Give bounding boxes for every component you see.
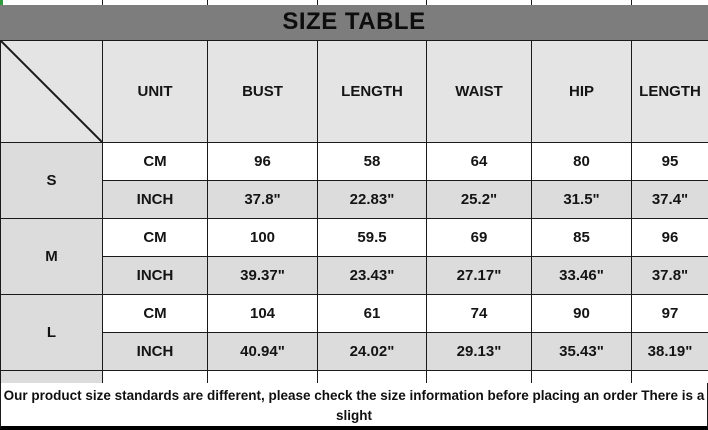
value-cell: 37.8" (631, 256, 708, 295)
value-cell: 35.43" (531, 332, 632, 371)
column-border-tick (426, 0, 427, 5)
value-cell: 37.8" (207, 180, 318, 219)
value-cell: 29.13" (426, 332, 532, 371)
row-s-cm: S CM 96 58 64 80 95 (0, 142, 708, 219)
value-cell: 104 (207, 294, 318, 333)
value-cell: 58 (317, 142, 427, 181)
size-label-s: S (0, 142, 103, 219)
value-cell: 31.5" (531, 180, 632, 219)
value-cell: 69 (426, 218, 532, 257)
value-cell: 100 (207, 218, 318, 257)
unit-cell-cm: CM (102, 218, 208, 257)
value-cell: 27.17" (426, 256, 532, 295)
value-cell: 24.02" (317, 332, 427, 371)
value-cell: 61 (317, 294, 427, 333)
value-cell: 38.19" (631, 332, 708, 371)
page-title: SIZE TABLE (0, 5, 708, 40)
value-cell: 37.4" (631, 180, 708, 219)
col-header-unit: UNIT (102, 40, 208, 143)
value-cell: 39.37" (207, 256, 318, 295)
row-l-inch: INCH 40.94" 24.02" 29.13" 35.43" 38.19" (1, 332, 708, 371)
col-header-waist: WAIST (426, 40, 532, 143)
col-header-bust: BUST (207, 40, 318, 143)
size-table: UNIT BUST LENGTH WAIST HIP LENGTH S CM 9… (0, 40, 708, 430)
value-cell: 85 (531, 218, 632, 257)
value-cell: 33.46" (531, 256, 632, 295)
value-cell: 97 (631, 294, 708, 333)
value-cell: 25.2" (426, 180, 532, 219)
column-border-tick (102, 0, 103, 5)
col-header-length-2: LENGTH (631, 40, 708, 143)
table-top-border-strip (0, 0, 708, 5)
value-cell: 59.5 (317, 218, 427, 257)
value-cell: 23.43" (317, 256, 427, 295)
diagonal-header-cell (0, 40, 103, 143)
size-label-m: M (0, 218, 103, 295)
row-m-cm: M CM 100 59.5 69 85 96 (0, 218, 708, 295)
value-cell: 40.94" (207, 332, 318, 371)
footer-note: Our product size standards are different… (0, 383, 708, 430)
row-s-inch: INCH 37.8" 22.83" 25.2" 31.5" 37.4" (1, 180, 708, 219)
column-border-tick (531, 0, 532, 5)
value-cell: 96 (631, 218, 708, 257)
footer-note-line1: Our product size standards are different… (3, 388, 705, 423)
value-cell: 22.83" (317, 180, 427, 219)
diagonal-line (1, 41, 102, 142)
unit-cell-inch: INCH (102, 256, 208, 295)
unit-cell-inch: INCH (102, 180, 208, 219)
col-header-hip: HIP (531, 40, 632, 143)
size-label-l: L (0, 294, 103, 371)
column-border-tick (631, 0, 632, 5)
value-cell: 90 (531, 294, 632, 333)
value-cell: 95 (631, 142, 708, 181)
column-border-tick (207, 0, 208, 5)
header-row: UNIT BUST LENGTH WAIST HIP LENGTH (0, 40, 708, 143)
value-cell: 74 (426, 294, 532, 333)
value-cell: 80 (531, 142, 632, 181)
value-cell: 96 (207, 142, 318, 181)
value-cell: 64 (426, 142, 532, 181)
row-l-cm: L CM 104 61 74 90 97 (0, 294, 708, 371)
footer-note-line2: color difference between the picture and… (1, 426, 707, 430)
column-border-tick (317, 0, 318, 5)
unit-cell-inch: INCH (102, 332, 208, 371)
unit-cell-cm: CM (102, 294, 208, 333)
unit-cell-cm: CM (102, 142, 208, 181)
row-m-inch: INCH 39.37" 23.43" 27.17" 33.46" 37.8" (1, 256, 708, 295)
col-header-length: LENGTH (317, 40, 427, 143)
